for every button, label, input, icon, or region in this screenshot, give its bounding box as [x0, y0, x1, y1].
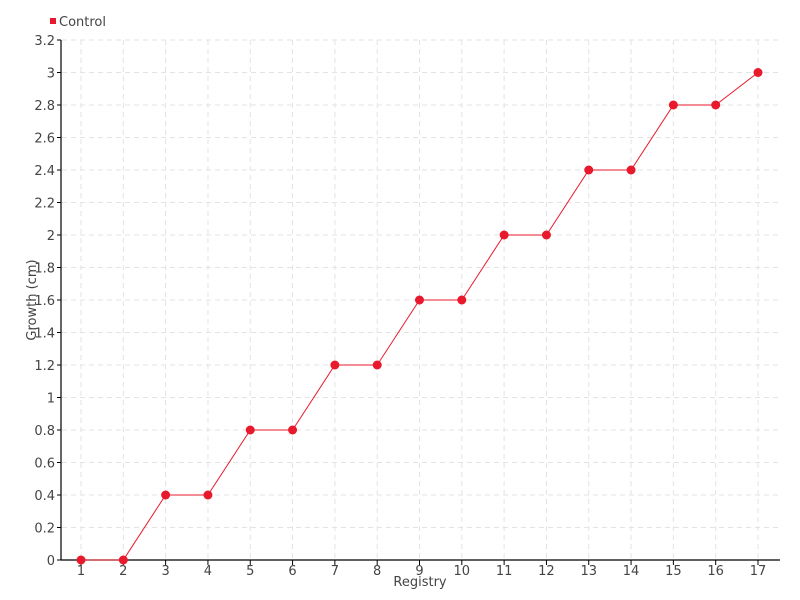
y-tick-label: 1.4 — [34, 327, 55, 342]
x-tick-label: 11 — [496, 564, 513, 579]
y-tick-label: 0 — [47, 554, 55, 569]
data-point — [457, 295, 467, 305]
x-tick-label: 8 — [373, 564, 381, 579]
data-point — [711, 100, 721, 110]
x-tick-label: 2 — [119, 564, 127, 579]
y-tick-label: 1 — [47, 392, 55, 407]
y-tick-label: 0.6 — [34, 457, 55, 472]
y-tick-label: 2 — [47, 229, 55, 244]
x-tick-label: 3 — [161, 564, 169, 579]
x-tick-label: 12 — [538, 564, 555, 579]
y-tick-label: 3.2 — [34, 34, 55, 49]
x-tick-label: 5 — [246, 564, 254, 579]
data-point — [288, 425, 298, 435]
data-point — [499, 230, 509, 240]
data-point — [76, 555, 86, 565]
y-tick-label: 0.2 — [34, 522, 55, 537]
x-tick-label: 16 — [707, 564, 724, 579]
x-tick-label: 14 — [623, 564, 640, 579]
y-ticks: 0 0.2 0.4 0.6 0.8 1 1.2 1.4 1.6 1.8 2 2.2 2.4 2.6 2.8 3… — [34, 34, 61, 569]
y-tick-label: 0.4 — [34, 489, 55, 504]
data-point — [584, 165, 594, 175]
grid — [62, 39, 780, 559]
y-tick-label: 3 — [47, 67, 55, 82]
data-point — [330, 360, 340, 370]
data-point — [203, 490, 213, 500]
x-tick-label: 1 — [77, 564, 85, 579]
y-tick-label: 1.2 — [34, 359, 55, 374]
data-point — [541, 230, 551, 240]
series — [76, 68, 763, 565]
x-tick-label: 9 — [415, 564, 423, 579]
x-tick-label: 4 — [204, 564, 212, 579]
y-tick-label: 2.6 — [34, 132, 55, 147]
data-point — [118, 555, 128, 565]
data-point — [245, 425, 255, 435]
x-tick-label: 15 — [665, 564, 682, 579]
x-tick-label: 17 — [750, 564, 767, 579]
data-point — [668, 100, 678, 110]
series-line — [81, 72, 759, 561]
legend-label: Control — [59, 15, 106, 30]
y-tick-label: 1.8 — [34, 262, 55, 277]
y-tick-label: 0.8 — [34, 424, 55, 439]
data-point — [415, 295, 424, 305]
x-tick-label: 13 — [580, 564, 597, 579]
x-tick-label: 6 — [288, 564, 296, 579]
data-point — [753, 68, 763, 77]
data-point — [626, 165, 636, 175]
legend-swatch — [50, 18, 56, 24]
x-ticks: 1 2 3 4 5 6 7 8 9 10 11 12 13 14 15 16 17 — [77, 560, 766, 579]
x-tick-label: 10 — [454, 564, 471, 579]
y-tick-label: 2.2 — [34, 197, 55, 212]
y-tick-label: 2.8 — [34, 99, 55, 114]
y-axis-label: Growth (cm) — [25, 259, 40, 340]
data-point — [161, 490, 171, 500]
data-point — [372, 360, 382, 370]
y-tick-label: 2.4 — [34, 164, 55, 179]
y-tick-label: 1.6 — [34, 294, 55, 309]
x-axis-label: Registry — [393, 575, 447, 590]
x-tick-label: 7 — [331, 564, 339, 579]
